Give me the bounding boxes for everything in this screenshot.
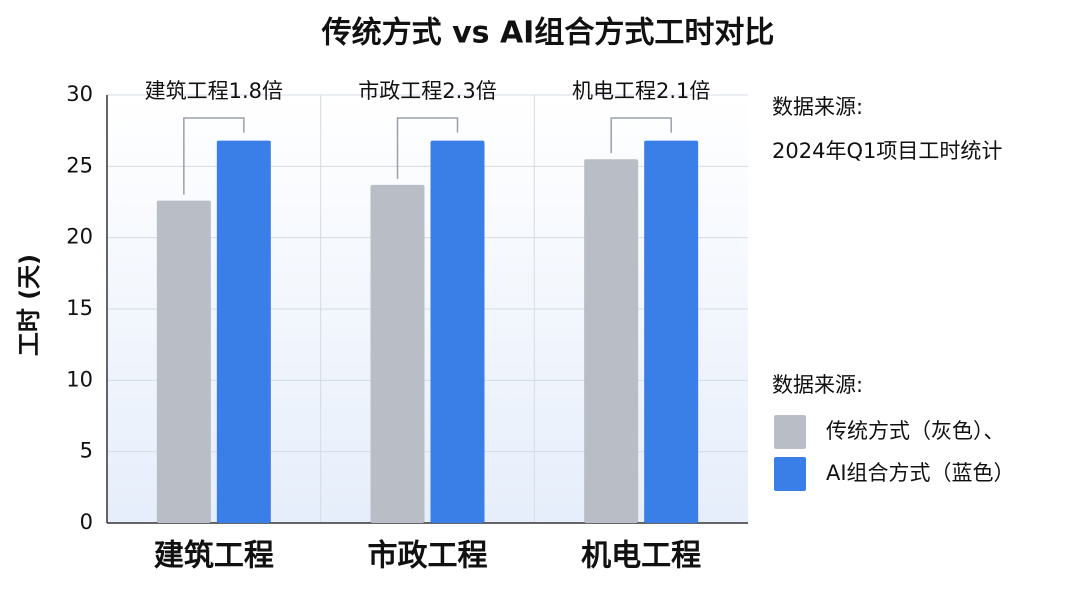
legend-label: AI组合方式（蓝色） bbox=[826, 461, 1015, 485]
bar bbox=[370, 184, 425, 523]
x-tick-label: 市政工程 bbox=[368, 539, 488, 574]
annotation: 建筑工程1.8倍 bbox=[145, 79, 283, 103]
annotation-bracket bbox=[396, 117, 459, 179]
source: 2024年Q1项目工时统计 bbox=[772, 139, 1002, 163]
bar bbox=[216, 140, 271, 524]
y-tick-label: 0 bbox=[80, 510, 93, 534]
annotation: 市政工程2.3倍 bbox=[358, 79, 496, 103]
bar bbox=[156, 200, 211, 523]
x-tick-label: 建筑工程 bbox=[154, 539, 274, 574]
legend-label: 传统方式（灰色）、 bbox=[826, 419, 1005, 443]
annotation-bracket bbox=[183, 117, 245, 195]
annotation-bracket bbox=[610, 117, 672, 154]
legend-swatch bbox=[774, 415, 806, 449]
source-label: 数据来源: bbox=[772, 95, 863, 119]
y-tick-label: 30 bbox=[66, 82, 93, 106]
x-tick-label: 机电工程 bbox=[581, 539, 701, 574]
y-tick-label: 15 bbox=[66, 296, 93, 320]
y-tick-label: 5 bbox=[80, 439, 93, 463]
legend-title: 数据来源: bbox=[772, 373, 863, 397]
y-tick-label: 25 bbox=[66, 153, 93, 177]
y-axis-label: 工时 (天) bbox=[15, 254, 43, 356]
bar bbox=[584, 159, 639, 523]
bar bbox=[644, 140, 699, 524]
legend-swatch bbox=[774, 457, 806, 491]
annotation: 机电工程2.1倍 bbox=[572, 79, 710, 103]
chart-title: 传统方式 vs AI组合方式工时对比 bbox=[321, 16, 775, 51]
y-tick-label: 20 bbox=[66, 225, 93, 249]
y-tick-label: 10 bbox=[66, 367, 93, 391]
bar bbox=[430, 140, 485, 524]
